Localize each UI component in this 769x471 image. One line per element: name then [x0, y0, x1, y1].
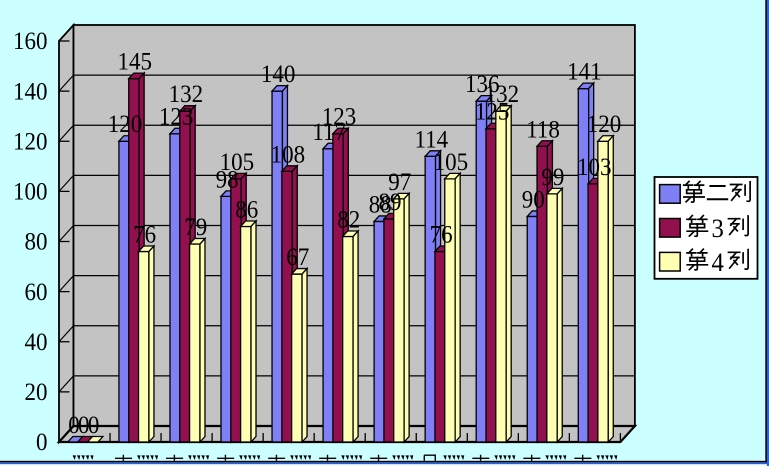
svg-text:140: 140	[261, 61, 296, 88]
svg-text:120: 120	[13, 129, 48, 156]
svg-text:125: 125	[475, 99, 510, 126]
svg-text:3: 3	[712, 215, 724, 244]
svg-text:141: 141	[567, 59, 602, 86]
svg-text:120: 120	[587, 111, 622, 138]
svg-text:67: 67	[286, 244, 309, 271]
svg-text:89: 89	[379, 189, 402, 216]
svg-text:117: 117	[312, 119, 346, 146]
svg-text:105: 105	[434, 149, 469, 176]
svg-text:132: 132	[169, 81, 204, 108]
svg-text:160: 160	[13, 28, 48, 55]
svg-text:140: 140	[13, 78, 48, 105]
svg-text:123: 123	[159, 104, 194, 131]
svg-text:0: 0	[36, 429, 48, 456]
svg-text:90: 90	[522, 187, 545, 214]
svg-text:99: 99	[541, 164, 564, 191]
svg-text:103: 103	[577, 154, 612, 181]
svg-text:40: 40	[25, 329, 48, 356]
svg-text:136: 136	[465, 71, 500, 98]
svg-text:145: 145	[118, 49, 153, 76]
svg-text:118: 118	[526, 116, 560, 143]
svg-text:105: 105	[220, 149, 255, 176]
svg-text:108: 108	[271, 141, 306, 168]
svg-text:86: 86	[235, 197, 258, 224]
svg-text:100: 100	[13, 179, 48, 206]
svg-text:60: 60	[25, 279, 48, 306]
svg-text:123: 123	[322, 104, 357, 131]
svg-text:120: 120	[108, 111, 143, 138]
svg-text:0: 0	[78, 412, 90, 439]
svg-text:4: 4	[712, 248, 725, 277]
svg-text:76: 76	[430, 222, 453, 249]
svg-text:97: 97	[388, 169, 411, 196]
svg-text:76: 76	[133, 222, 156, 249]
svg-text:20: 20	[25, 379, 48, 406]
svg-text:114: 114	[414, 126, 448, 153]
svg-text:88: 88	[369, 192, 392, 219]
svg-text:132: 132	[485, 81, 520, 108]
svg-text:0: 0	[88, 412, 100, 439]
svg-text:82: 82	[337, 207, 360, 234]
svg-text:80: 80	[25, 229, 48, 256]
svg-text:79: 79	[184, 214, 207, 241]
svg-text:98: 98	[216, 167, 239, 194]
svg-text:0: 0	[68, 412, 80, 439]
